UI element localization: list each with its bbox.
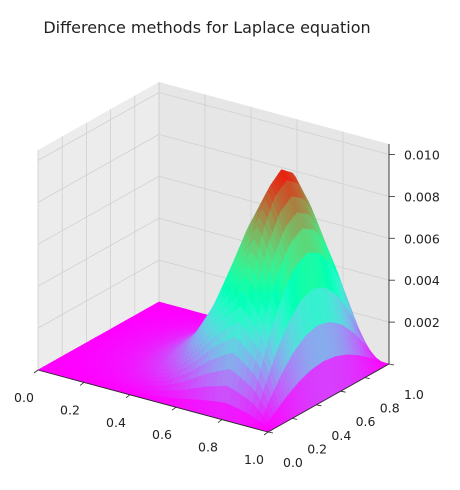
x-tick-label: 0.4 <box>106 415 126 430</box>
z-grid-line <box>37 133 390 203</box>
left-pane <box>38 82 159 370</box>
axis-lines <box>37 144 390 433</box>
x-tick-label: 1.0 <box>244 452 264 467</box>
z-tick-label: 0.008 <box>404 189 440 204</box>
tick-labels: 0.0 0.2 0.4 0.6 0.8 1.0 0.0 0.2 0.4 0.6 0.8 1.0 0.00… <box>14 147 440 470</box>
y-tick-label: 0.6 <box>356 414 376 429</box>
x-axis-line <box>37 369 269 433</box>
x-tick-label: 0.0 <box>14 390 34 405</box>
y-tick-label: 0.4 <box>331 428 351 443</box>
z-tick-label: 0.004 <box>404 273 440 288</box>
x-tick-mark <box>263 431 269 436</box>
y-tick-mark <box>267 431 274 434</box>
chart-title: Difference methods for Laplace equation <box>43 18 370 37</box>
y-axis-line <box>267 363 390 433</box>
y-tick-mark <box>340 390 346 393</box>
y-tick-mark <box>292 418 298 420</box>
y-tick-mark <box>316 404 322 407</box>
surface-mesh <box>37 169 390 433</box>
x-tick-label: 0.2 <box>60 402 80 417</box>
x-tick-label: 0.6 <box>152 427 172 442</box>
y-tick-label: 1.0 <box>404 387 424 402</box>
y-tick-label: 0.0 <box>283 455 303 470</box>
y-tick-mark <box>388 363 395 366</box>
z-tick-label: 0.002 <box>404 315 440 330</box>
y-tick-label: 0.8 <box>380 401 400 416</box>
x-tick-label: 0.8 <box>198 440 218 455</box>
y-tick-label: 0.2 <box>307 441 327 456</box>
x-tick-mark <box>217 419 223 423</box>
x-tick-mark <box>125 394 131 399</box>
x-tick-mark <box>33 369 39 374</box>
x-tick-mark <box>171 406 177 411</box>
z-tick-label: 0.006 <box>404 231 440 246</box>
z-tick-label: 0.010 <box>404 147 440 162</box>
y-tick-mark <box>364 377 370 379</box>
x-tick-mark <box>79 382 85 386</box>
z-grid-line <box>37 92 390 161</box>
